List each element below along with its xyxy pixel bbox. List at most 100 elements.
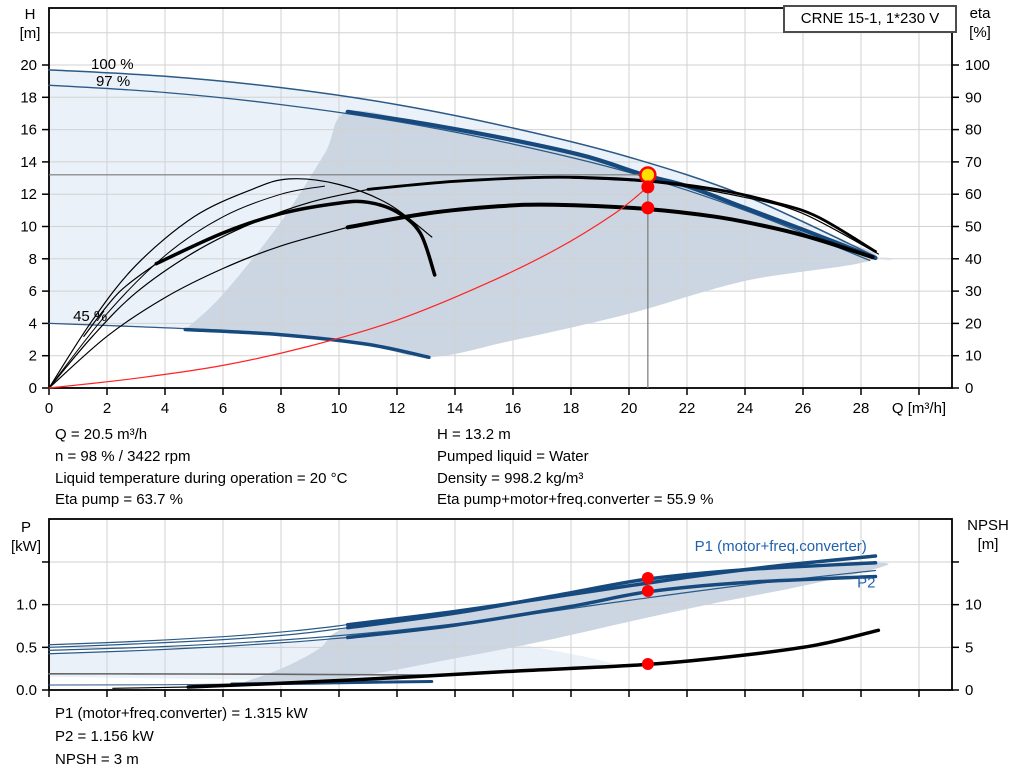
info-line: Eta pump+motor+freq.converter = 55.9 % <box>437 491 714 509</box>
tick-label: 12 <box>20 186 37 203</box>
eta-pump-marker <box>641 180 655 194</box>
tick-label: 0 <box>965 682 973 699</box>
pump-model-title: CRNE 15-1, 1*230 V <box>783 5 957 33</box>
qh-chart: 0 2 4 6 8 10 12 14 16 18 20 22 24 26 28 Q [m³/h]0246810… <box>20 7 990 417</box>
power-envelope-area <box>228 562 889 688</box>
p2-marker <box>641 584 654 597</box>
tick-label: 6 <box>29 283 37 300</box>
tick-label: 0 <box>965 380 973 397</box>
tick-label: 0 <box>45 400 53 417</box>
p1-duty-lead <box>48 627 349 648</box>
tick-label: 0.0 <box>16 682 37 699</box>
eta-total-marker <box>641 201 655 215</box>
info-line: n = 98 % / 3422 rpm <box>55 447 191 465</box>
tick-label: 18 <box>563 400 580 417</box>
tick-label: 60 <box>965 186 982 203</box>
tick-label: 16 <box>505 400 522 417</box>
tick-label: 2 <box>29 348 37 365</box>
eta-converter-red-curve <box>48 186 649 389</box>
p1-100pct-lead <box>48 624 349 646</box>
plot-border <box>48 7 953 389</box>
duty-point-marker <box>639 166 657 184</box>
tick-label: 16 <box>20 122 37 139</box>
p2-duty-lead <box>48 636 349 655</box>
eta-total-curve <box>345 202 875 260</box>
eta-total-rise <box>48 226 349 389</box>
p1-curve-label: P1 (motor+freq.converter) <box>695 538 867 555</box>
tick-label: 20 <box>621 400 638 417</box>
operating-envelope-area <box>185 110 877 358</box>
info-line: Eta pump = 63.7 % <box>55 491 183 509</box>
info-line: P1 (motor+freq.converter) = 1.315 kW <box>55 705 308 722</box>
qh-curve-97pct <box>48 84 871 262</box>
p1-100pct-curve <box>345 554 878 627</box>
tick-label: 10 <box>965 597 982 614</box>
power-info: P1 (motor+freq.converter) = 1.315 kW P2 … <box>55 705 308 774</box>
eta-fan-extra <box>48 185 325 389</box>
eta-arcA-lead <box>83 263 157 337</box>
tick-label: 8 <box>29 251 37 268</box>
tick-label: 10 <box>965 348 982 365</box>
eta-axis-title: eta [%] <box>969 5 991 41</box>
tick-label: 18 <box>20 89 37 106</box>
tick-label: 1.0 <box>16 597 37 614</box>
p-axis-title: P [kW] <box>11 519 41 555</box>
tick-label: 10 <box>20 219 37 236</box>
info-line: H = 13.2 m <box>437 426 511 443</box>
tick-label: 24 <box>737 400 754 417</box>
tick-label: 100 <box>965 57 990 74</box>
speed-label-100: 100 % <box>91 56 134 73</box>
tick-label: 5 <box>965 639 973 656</box>
tick-label: 14 <box>447 400 464 417</box>
npsh-curve <box>186 628 881 689</box>
tick-label: 12 <box>389 400 406 417</box>
p2-duty-curve <box>345 574 878 640</box>
info-line: NPSH = 3 m <box>55 751 139 768</box>
eta-pump-rise <box>48 188 369 389</box>
npsh-axis-title: NPSH [m] <box>967 517 1009 553</box>
duty-info-right: H = 13.2 m Pumped liquid = Water Density… <box>437 426 713 513</box>
tick-label: 70 <box>965 154 982 171</box>
tick-label: 30 <box>965 283 982 300</box>
p2-curve-label: P2 <box>857 575 875 592</box>
eta-pump-curve <box>366 175 877 253</box>
duty-info-left: Q = 20.5 m³/h n = 98 % / 3422 rpm Liquid… <box>55 426 347 513</box>
tick-label: 0 <box>29 380 37 397</box>
tick-label: 90 <box>965 89 982 106</box>
tick-label: 50 <box>965 219 982 236</box>
tick-label: 10 <box>331 400 348 417</box>
eta-arc-small <box>48 178 433 389</box>
tick-label: 4 <box>161 400 169 417</box>
h-axis-title: H [m] <box>19 6 41 42</box>
tick-label: 20 <box>20 57 37 74</box>
p1-duty-curve <box>345 561 878 630</box>
p1-marker <box>641 572 654 585</box>
tick-label: 22 <box>679 400 696 417</box>
tick-label: 28 <box>853 400 870 417</box>
eta-arcA-bold <box>154 199 437 277</box>
tick-label: 0.5 <box>16 639 37 656</box>
speed-label-45: 45 % <box>73 308 107 325</box>
eta-right-tail <box>570 177 879 255</box>
info-line: Density = 998.2 kg/m³ <box>437 469 584 487</box>
tick-label: 14 <box>20 154 37 171</box>
tick-label: Q [m³/h] <box>892 400 946 417</box>
info-line: Liquid temperature during operation = 20… <box>55 469 348 487</box>
tick-label: 40 <box>965 251 982 268</box>
speed-label-97: 97 % <box>96 73 130 90</box>
npsh-marker <box>641 657 654 670</box>
tick-label: 6 <box>219 400 227 417</box>
qh-curve-45pct-bold <box>183 327 431 360</box>
power-npsh-chart: 0.0 0.5 1.0 0 5 10 P1 (motor+freq.converter) P2 <box>16 518 982 699</box>
tick-label: 4 <box>29 315 37 332</box>
tick-label: 26 <box>795 400 812 417</box>
p-min-gray-line <box>48 672 427 676</box>
info-line: P2 = 1.156 kW <box>55 728 154 745</box>
info-line: Pumped liquid = Water <box>437 447 589 465</box>
tick-label: 20 <box>965 315 982 332</box>
tick-label: 80 <box>965 122 982 139</box>
tick-label: 8 <box>277 400 285 417</box>
npsh-lead <box>112 686 189 689</box>
